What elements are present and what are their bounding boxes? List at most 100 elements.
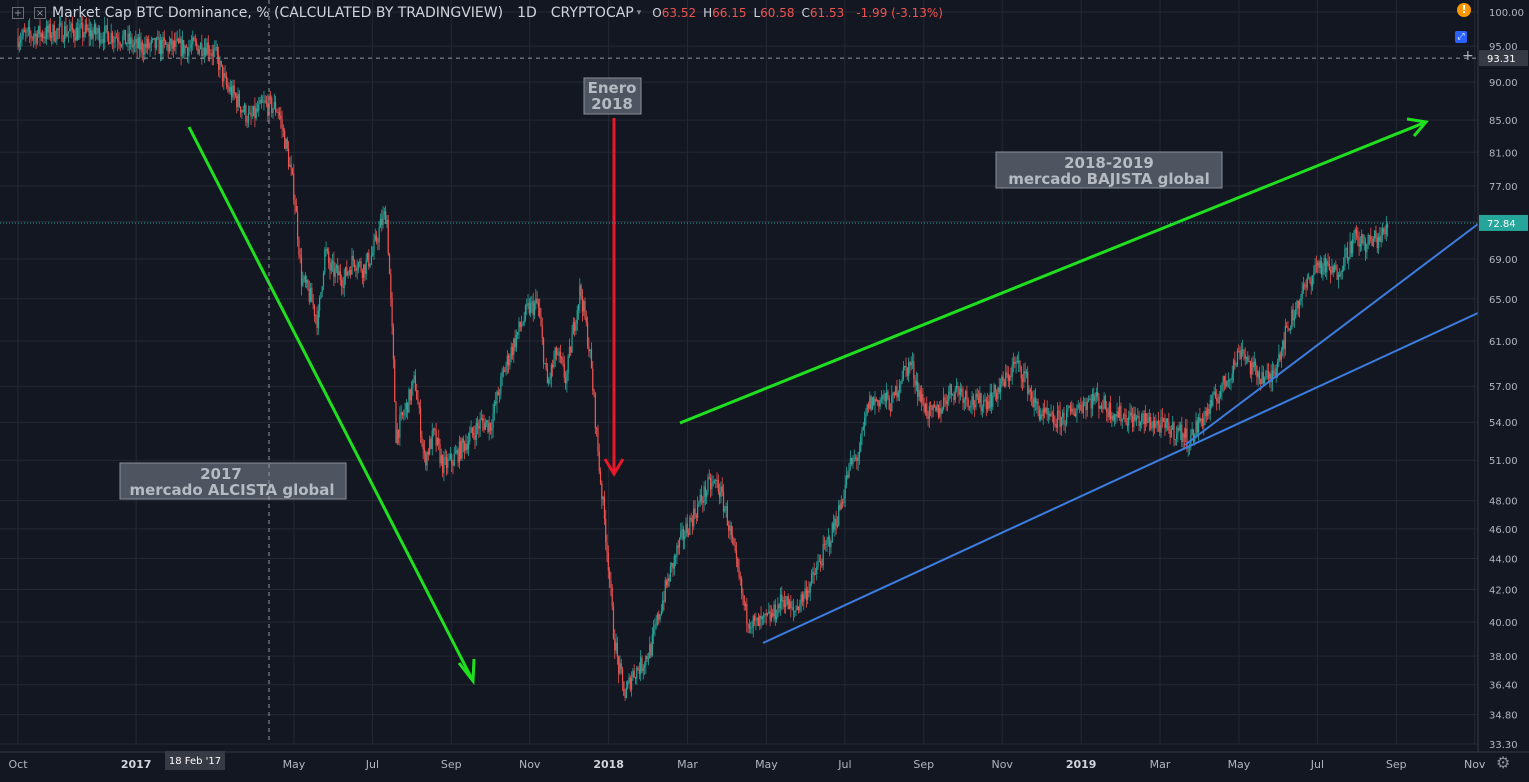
candle-body	[1249, 361, 1251, 375]
enero-arrow-head[interactable]	[603, 458, 625, 477]
candle-body	[584, 301, 586, 319]
candle-body	[1335, 265, 1337, 270]
candle-body	[329, 262, 331, 271]
candle-body	[558, 351, 560, 355]
candle-body	[519, 321, 521, 328]
candle-body	[1168, 422, 1170, 431]
candle-body	[810, 573, 813, 584]
candle-body	[532, 301, 534, 316]
candle-body	[453, 454, 455, 466]
candle-body	[91, 30, 93, 39]
candle-body	[74, 37, 76, 41]
candle-body	[388, 253, 391, 275]
candle-body	[713, 480, 716, 482]
annotation-alcista[interactable]: 2017 mercado ALCISTA global	[119, 462, 347, 500]
candle-body	[407, 402, 409, 413]
candle-body	[527, 303, 529, 305]
candle-body	[442, 455, 444, 473]
candle-body	[95, 24, 97, 35]
candle-body	[1332, 266, 1334, 273]
candle-body	[905, 365, 907, 368]
candle-body	[552, 364, 554, 368]
open-label: O	[652, 6, 662, 20]
uptrend-arrow-line[interactable]	[679, 120, 1427, 425]
candle-body	[1318, 262, 1320, 268]
low-value: 60.58	[760, 6, 795, 20]
candle-body	[117, 37, 119, 42]
candle-body	[1122, 414, 1125, 420]
candle-body	[317, 310, 319, 329]
candle-body	[647, 658, 650, 660]
high-value: 66.15	[712, 6, 747, 20]
support-trendline-lower[interactable]	[762, 312, 1479, 644]
candle-body	[979, 393, 981, 403]
candle-body	[834, 518, 836, 530]
candle-body	[299, 254, 301, 258]
uptrend-arrow-head[interactable]	[1406, 117, 1429, 137]
annotation-enero[interactable]: Enero 2018	[583, 77, 642, 115]
plus-icon[interactable]: +	[1462, 48, 1474, 64]
candle-body	[906, 367, 908, 376]
candle-body	[61, 23, 63, 42]
candle-body	[839, 505, 841, 510]
candle-body	[597, 427, 599, 452]
support-trendline-upper[interactable]	[1184, 223, 1479, 446]
candle-body	[1041, 414, 1043, 417]
candle-body	[1204, 410, 1206, 418]
annotation-bajista[interactable]: 2018-2019 mercado BAJISTA global	[995, 151, 1223, 189]
candle-body	[1225, 380, 1227, 387]
candle-body	[920, 393, 923, 402]
candle-body	[611, 587, 613, 607]
candle-body	[372, 252, 374, 256]
candle-body	[370, 255, 373, 264]
candle-body	[1314, 264, 1316, 274]
candle-body	[425, 453, 427, 466]
symbol-label[interactable]: CRYPTOCAP	[550, 5, 634, 21]
scale-toggle-icon[interactable]: ⤢	[1455, 31, 1467, 43]
candle-body	[454, 452, 457, 455]
candle-body	[1179, 424, 1182, 431]
interval-label[interactable]: 1D	[517, 5, 537, 21]
candle-body	[1107, 412, 1109, 418]
candle-body	[172, 40, 174, 49]
eye-slash-icon[interactable]: ×	[34, 7, 46, 19]
candle-body	[1064, 423, 1066, 425]
candle-body	[82, 23, 84, 38]
candle-body	[319, 298, 321, 311]
annotations[interactable]: Enero 2018 2018-2019 mercado BAJISTA glo…	[119, 77, 1223, 500]
candle-body	[618, 656, 620, 674]
candle-body	[304, 276, 306, 283]
candle-body	[1221, 384, 1223, 392]
candle-body	[205, 47, 207, 56]
candle-body	[896, 386, 898, 398]
y-tick-label: 65.00	[1489, 295, 1518, 306]
candle-body	[145, 43, 147, 48]
exclamation-circle-icon[interactable]: !	[1457, 3, 1471, 17]
candle-body	[444, 457, 446, 459]
y-tick-label: 48.00	[1489, 497, 1518, 508]
drawings[interactable]	[187, 117, 1479, 686]
candle-body	[202, 54, 204, 56]
candle-body	[698, 502, 700, 505]
candle-body	[948, 391, 950, 402]
candle-body	[108, 32, 110, 45]
candle-body	[761, 616, 763, 619]
candle-body	[215, 46, 217, 49]
candle-body	[781, 594, 783, 602]
candle-body	[495, 401, 497, 404]
candle-body	[97, 28, 99, 33]
chevron-down-icon[interactable]: ▾	[636, 8, 642, 18]
candle-body	[1200, 418, 1202, 422]
square-plus-icon[interactable]: +	[12, 7, 24, 19]
candle-body	[1344, 248, 1346, 266]
candle-body	[229, 87, 231, 92]
candle-body	[598, 451, 600, 472]
candle-body	[752, 616, 754, 628]
candle-body	[118, 41, 120, 44]
gear-icon[interactable]: ⚙	[1496, 753, 1511, 772]
downtrend-arrow-line[interactable]	[187, 126, 475, 682]
candle-body	[724, 509, 726, 512]
downtrend-arrow-head[interactable]	[457, 658, 476, 686]
candle-body	[66, 33, 68, 37]
